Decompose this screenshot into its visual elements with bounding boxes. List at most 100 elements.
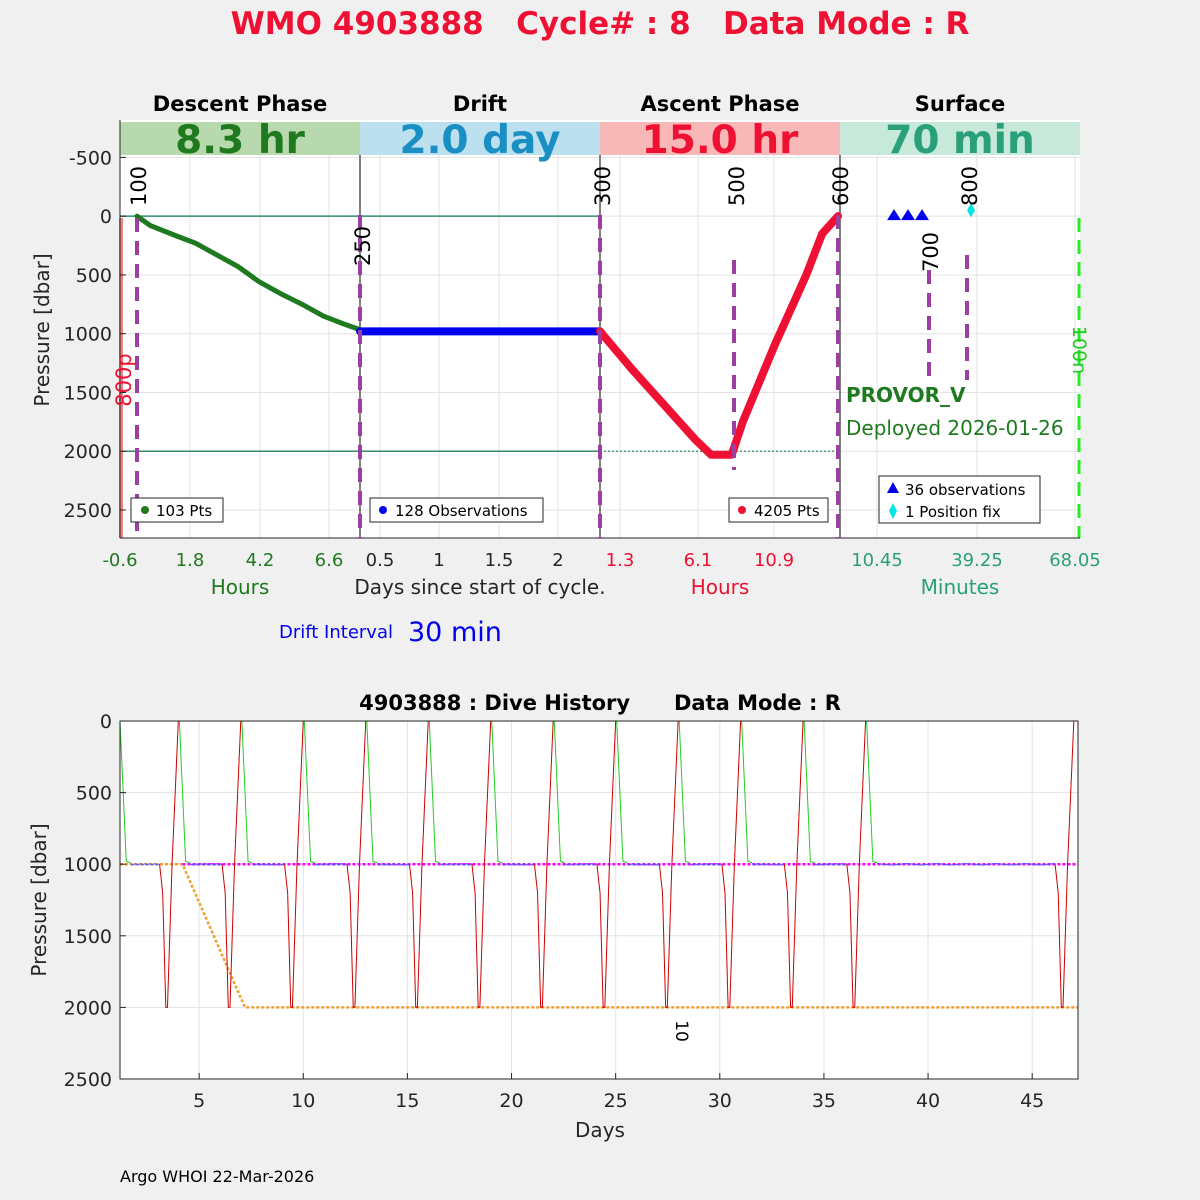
history-descent-7 [553, 720, 565, 864]
top-y-tick-label-4: 1500 [64, 382, 112, 404]
history-ascent-7 [596, 720, 617, 1008]
bottom-x-tick-label-1: 10 [291, 1090, 315, 1112]
top-y-tick-label-6: 2500 [64, 500, 112, 522]
phase-duration-3: 70 min [885, 118, 1035, 163]
legend-descent-marker [141, 506, 149, 514]
top-y-tick-label-1: 0 [100, 206, 112, 228]
cycle-marker-label-5: 700 [919, 232, 943, 272]
phase-name-0: Descent Phase [153, 92, 327, 116]
history-descent-9 [678, 720, 690, 864]
top-x-tick-label-3-1: 39.25 [951, 550, 1003, 571]
top-x-tick-label-0-2: 4.2 [246, 550, 275, 571]
surface-observation-1 [901, 209, 915, 221]
history-descent-4 [366, 720, 378, 864]
dive-history-title: 4903888 : Dive History Data Mode : R [359, 691, 841, 715]
phase-duration-2: 15.0 hr [642, 118, 800, 163]
legend-surface-box [878, 475, 1041, 524]
top-x-tick-label-2-0: 1.3 [606, 550, 635, 571]
legend-drift-box [369, 497, 544, 523]
top-y-tick-label-5: 2000 [64, 441, 112, 463]
top-x-tick-label-2-1: 6.1 [684, 550, 713, 571]
top-legends: 103 Pts 128 Observations 4205 Pts 36 observ… [130, 475, 1041, 524]
top-x-tick-label-1-2: 1.5 [485, 550, 514, 571]
legend-drift-text: 128 Observations [395, 502, 528, 520]
history-drift-9 [689, 863, 723, 866]
history-ascent-10 [783, 720, 804, 1008]
phase-name-3: Surface [915, 92, 1005, 116]
top-y-tick-label-3: 1000 [64, 324, 112, 346]
history-descent-0 [119, 720, 131, 864]
surface-x-label: Minutes [921, 575, 1000, 599]
history-drift-3 [314, 863, 348, 866]
legend-drift-marker [379, 506, 387, 514]
top-x-tick-label-2-2: 10.9 [754, 550, 794, 571]
left-side-label: 800p [112, 353, 136, 406]
phase-band-3 [840, 122, 1080, 155]
figure-title: WMO 4903888 Cycle# : 8 Data Mode : R [231, 6, 970, 42]
cycle-marker-label-1: 250 [351, 226, 375, 266]
bottom-y-axis-label: Pressure [dbar] [27, 823, 51, 976]
bottom-x-tick-label-8: 45 [1020, 1090, 1044, 1112]
bottom-series [119, 720, 1078, 1009]
series-ascent [596, 212, 842, 459]
top-y-axis-label: Pressure [dbar] [30, 253, 54, 406]
history-drift-0 [130, 863, 160, 866]
bottom-y-tick-label-1: 500 [76, 783, 112, 805]
bottom-x-tick-label-5: 30 [708, 1090, 732, 1112]
history-ascent-11 [846, 720, 867, 1008]
top-x-tick-label-1-0: 0.5 [366, 550, 395, 571]
position-fix-0 [967, 203, 975, 218]
dive-history-panel: 4903888 : Dive History Data Mode : R 5 10… [27, 691, 1079, 1142]
right-side-label: 100n [1068, 326, 1090, 374]
bottom-x-tick-label-6: 35 [812, 1090, 836, 1112]
history-drift-6 [501, 863, 535, 866]
history-ascent-4 [408, 720, 429, 1008]
top-x-axis: -0.6 1.8 4.2 6.6 0.5 1 1.5 2 1.3 6.1 10.9 10.45 39.2… [102, 550, 1100, 571]
history-descent-2 [241, 720, 253, 864]
top-x-tick-label-1-1: 1 [433, 550, 444, 571]
bottom-x-axis-label: Days [575, 1118, 625, 1142]
history-descent-10 [741, 720, 753, 864]
top-y-tick-label-0: -500 [69, 147, 112, 169]
history-drift-7 [564, 863, 598, 866]
bottom-plot-area [120, 721, 1078, 1079]
bottom-x-tick-label-0: 5 [193, 1090, 205, 1112]
legend-surface-fix-marker [889, 503, 897, 519]
cycle-marker-label-6: 800 [958, 166, 982, 206]
history-ascent-9 [721, 720, 742, 1008]
top-x-tick-label-1-3: 2 [552, 550, 563, 571]
bottom-y-tick-label-4: 2000 [64, 997, 112, 1019]
bottom-y-tick-label-0: 0 [100, 711, 112, 733]
history-descent-11 [803, 720, 815, 864]
bottom-y-tick-label-3: 1500 [64, 926, 112, 948]
phase-duration-1: 2.0 day [399, 118, 560, 163]
legend-surface-fix-text: 1 Position fix [905, 503, 1001, 521]
bottom-x-tick-label-2: 15 [395, 1090, 419, 1112]
history-ascent-8 [658, 720, 679, 1008]
legend-ascent-text: 4205 Pts [754, 502, 820, 520]
cycle-marker-label-0: 100 [127, 166, 151, 206]
history-descent-3 [303, 720, 315, 864]
descent-x-label: Hours [211, 575, 270, 599]
bottom-axes-frame [119, 720, 1079, 1080]
bottom-y-tick-label-5: 2500 [64, 1069, 112, 1091]
cycle-marker-label-2: 300 [591, 166, 615, 206]
legend-descent-text: 103 Pts [156, 502, 212, 520]
bottom-axes: 5 10 15 20 25 30 35 40 45 0 500 1000 1500 2000 2500 [64, 711, 1079, 1112]
history-descent-6 [491, 720, 503, 864]
phase-name-1: Drift [453, 92, 507, 116]
history-drift-1 [189, 863, 223, 866]
history-ascent-1 [221, 720, 242, 1008]
history-drift-12 [876, 863, 1056, 866]
top-x-tick-label-0-3: 6.6 [315, 550, 344, 571]
history-drift-11 [814, 863, 848, 866]
phase-name-2: Ascent Phase [641, 92, 800, 116]
surface-observation-0 [887, 209, 901, 221]
history-ascent-12 [1054, 720, 1075, 1008]
drift-x-label: Days since start of cycle. [354, 575, 605, 599]
phase-band-2 [600, 122, 840, 155]
history-drift-4 [376, 863, 410, 866]
